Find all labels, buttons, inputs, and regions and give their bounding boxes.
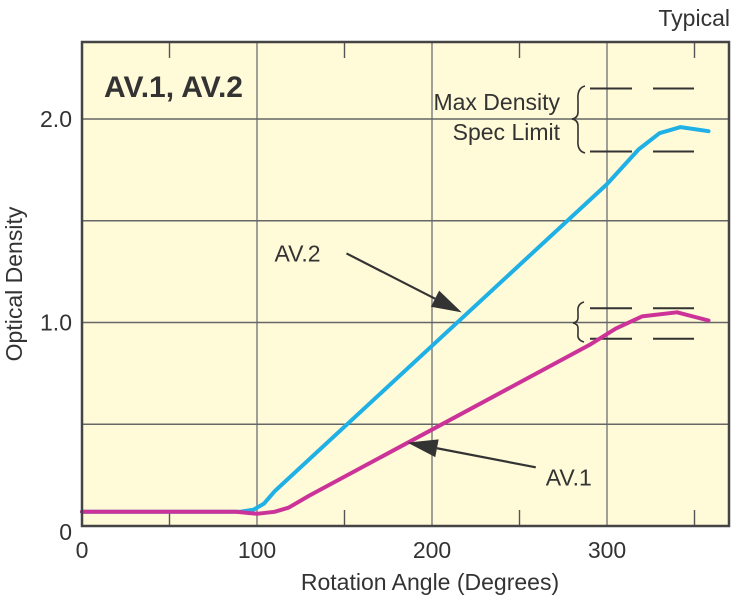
x-tick-label: 200 [413, 537, 451, 563]
y-tick-label: 2.0 [40, 106, 72, 132]
annotation-av2-label: AV.2 [275, 240, 321, 266]
x-tick-labels: 0 100 200 300 [76, 537, 627, 563]
x-tick-label: 0 [76, 537, 89, 563]
x-tick-label: 300 [588, 537, 626, 563]
y-tick-label: 0 [59, 519, 72, 545]
brace-icon-av2 [571, 85, 586, 154]
arrowhead-icon [407, 439, 439, 458]
spec-limit-lines [590, 87, 694, 340]
spec-limit-label-line2: Spec Limit [453, 119, 561, 145]
y-tick-label: 1.0 [40, 310, 72, 336]
y-tick-labels: 0 1.0 2.0 [40, 106, 72, 545]
plot-frame [80, 40, 731, 528]
series-line-av2 [80, 125, 711, 514]
y-axis-label: Optical Density [1, 206, 27, 361]
x-axis-label: Rotation Angle (Degrees) [301, 569, 559, 595]
series-line-av1 [80, 310, 711, 516]
chart-title: AV.1, AV.2 [104, 71, 243, 104]
annotation-arrow-shaft [345, 252, 436, 300]
x-tick-label: 100 [238, 537, 276, 563]
series-lines [80, 125, 711, 516]
annotation-av1-label: AV.1 [546, 464, 592, 490]
arrowhead-icon [430, 290, 462, 313]
spec-limit-label-line1: Max Density [433, 89, 560, 115]
annotation-arrow-shaft [436, 447, 536, 469]
annotation-arrows [345, 252, 536, 469]
brace-icon-av1 [572, 301, 585, 343]
gridlines [82, 42, 729, 526]
corner-label: Typical [658, 5, 730, 31]
